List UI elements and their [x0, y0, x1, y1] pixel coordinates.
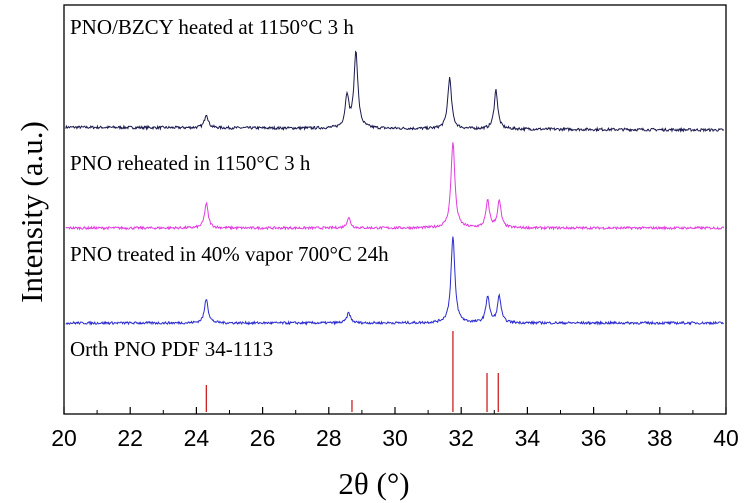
series-label: PNO treated in 40% vapor 700°C 24h — [70, 242, 389, 266]
series-line — [65, 236, 724, 326]
x-tick-label: 26 — [250, 425, 276, 451]
x-tick-label: 22 — [117, 425, 143, 451]
x-tick-label: 34 — [515, 425, 541, 451]
x-axis-label: 2θ (°) — [338, 466, 409, 501]
x-tick-label: 32 — [448, 425, 474, 451]
x-tick-label: 40 — [713, 425, 739, 451]
series-line — [65, 50, 725, 134]
series-line — [65, 142, 725, 231]
traces — [65, 50, 725, 412]
x-tick-label: 20 — [51, 425, 77, 451]
series-labels: PNO/BZCY heated at 1150°C 3 h PNO reheate… — [70, 15, 389, 361]
x-tick-label: 38 — [647, 425, 673, 451]
x-tick-label: 28 — [316, 425, 342, 451]
series-label: PNO/BZCY heated at 1150°C 3 h — [70, 15, 354, 39]
x-tick-label: 30 — [382, 425, 408, 451]
series-label: Orth PNO PDF 34-1113 — [70, 337, 273, 361]
y-axis-label: Intensity (a.u.) — [14, 121, 49, 303]
series-label: PNO reheated in 1150°C 3 h — [70, 151, 311, 175]
x-tick-label: 36 — [581, 425, 607, 451]
x-tick-label: 24 — [184, 425, 210, 451]
x-axis-ticks: 20 22 24 26 28 30 32 34 36 38 40 — [51, 407, 739, 451]
